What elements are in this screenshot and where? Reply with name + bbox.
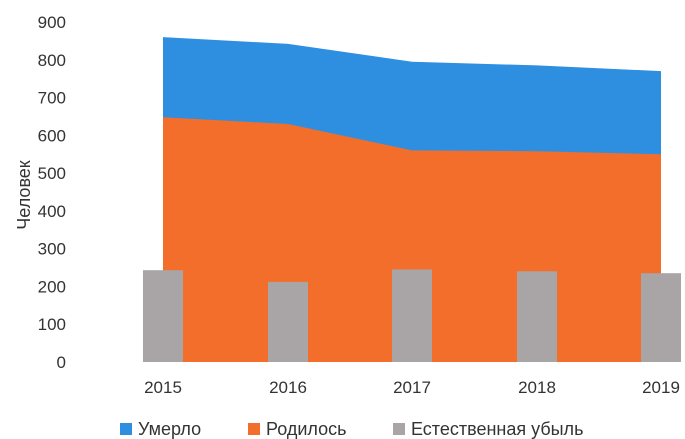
x-tick-label: 2017 [393,378,431,397]
y-tick-label: 0 [57,353,66,372]
x-tick-label: 2015 [144,378,182,397]
bar-natural-decrease-2018 [517,271,557,362]
legend-item-2: Естественная убыль [393,419,583,439]
legend-label: Родилось [266,419,346,439]
legend-item-0: Умерло [120,419,201,439]
bar-natural-decrease-2019 [641,273,681,362]
y-tick-label: 700 [38,89,66,108]
y-tick-label: 100 [38,315,66,334]
y-axis-title: Человек [14,160,34,229]
axes: 0 100 200 300 400 500 600 700 800 900 2015 2016 2017… [38,13,680,397]
y-tick-label: 500 [38,164,66,183]
legend-swatch [120,423,132,435]
y-tick-label: 400 [38,202,66,221]
legend-swatch [393,423,405,435]
legend-swatch [248,423,260,435]
y-tick-label: 600 [38,126,66,145]
bar-natural-decrease-2016 [268,281,308,362]
bar-natural-decrease-2017 [392,269,432,362]
x-tick-label: 2018 [518,378,556,397]
y-tick-label: 900 [38,13,66,32]
plot-area [143,37,681,362]
legend: Умерло Родилось Естественная убыль [120,419,583,439]
legend-label: Естественная убыль [411,419,583,439]
y-tick-label: 300 [38,240,66,259]
x-tick-label: 2019 [642,378,680,397]
bar-natural-decrease-2015 [143,270,183,362]
y-tick-label: 800 [38,51,66,70]
x-tick-label: 2016 [269,378,307,397]
legend-item-1: Родилось [248,419,346,439]
y-tick-label: 200 [38,277,66,296]
legend-label: Умерло [138,419,201,439]
